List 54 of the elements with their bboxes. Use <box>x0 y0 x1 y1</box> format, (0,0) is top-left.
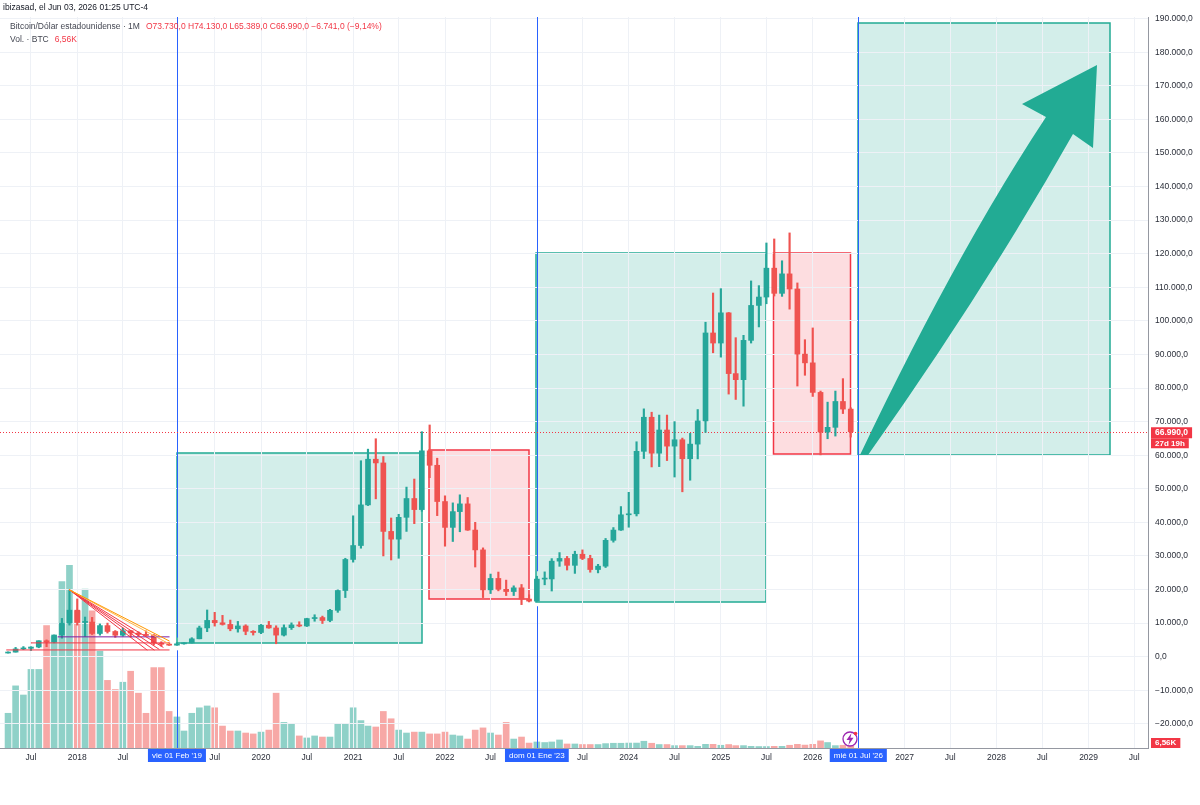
text: Bitcoin/Dólar estadounidense · 1M <box>10 21 140 32</box>
x-tick-label: 2021 <box>343 752 363 763</box>
y-tick-label: 170.000,0 <box>1155 80 1194 91</box>
y-tick-label: 10.000,0 <box>1155 617 1189 628</box>
x-tick-label: Jul <box>1036 752 1048 763</box>
text: ibizasad, el Jun 03, 2026 01:25 UTC-4 <box>3 2 149 13</box>
y-tick-label: 140.000,0 <box>1155 180 1194 191</box>
y-tick-label: 60.000,0 <box>1155 449 1189 460</box>
y-tick-label: 150.000,0 <box>1155 147 1194 158</box>
text: 27d 19h <box>1155 438 1185 448</box>
ref-line-label: vie 01 Feb '19 <box>151 750 203 760</box>
x-tick-label: Jul <box>25 752 37 763</box>
annotation: 6,56K <box>54 33 78 44</box>
y-tick-label: −10.000,0 <box>1155 684 1194 695</box>
text: 6,56K <box>1155 738 1177 748</box>
y-tick-label: 0,0 <box>1155 651 1168 662</box>
y-tick-label: 70.000,0 <box>1155 415 1189 426</box>
y-tick-label: 80.000,0 <box>1155 382 1189 393</box>
y-tick-label: 20.000,0 <box>1155 583 1189 594</box>
x-tick-label: 2024 <box>619 752 639 763</box>
x-tick-label: Jul <box>393 752 405 763</box>
y-tick-label: 40.000,0 <box>1155 516 1189 527</box>
y-tick-label: 180.000,0 <box>1155 46 1194 57</box>
x-tick-label: Jul <box>209 752 221 763</box>
y-tick-label: 50.000,0 <box>1155 483 1189 494</box>
ref-line-label: 66.990,0 <box>1155 427 1189 438</box>
y-tick-label: 120.000,0 <box>1155 248 1194 259</box>
x-tick-label: 2025 <box>711 752 731 763</box>
ref-line-label: dom 01 Ene '23 <box>508 750 566 760</box>
y-tick-label: 110.000,0 <box>1155 281 1193 292</box>
x-tick-label: Jul <box>576 752 588 763</box>
y-tick-label: 130.000,0 <box>1155 214 1194 225</box>
chart-title: Vol. · BTC <box>10 33 49 44</box>
y-tick-label: 30.000,0 <box>1155 550 1189 561</box>
y-tick-label: 160.000,0 <box>1155 113 1194 124</box>
x-tick-label: Jul <box>760 752 772 763</box>
x-tick-label: 2027 <box>895 752 915 763</box>
x-tick-label: 2022 <box>435 752 455 763</box>
y-tick-label: 90.000,0 <box>1155 348 1189 359</box>
x-tick-label: Jul <box>301 752 313 763</box>
y-tick-label: 100.000,0 <box>1155 315 1194 326</box>
y-tick-label: 190.000,0 <box>1155 13 1194 24</box>
x-tick-label: Jul <box>1128 752 1140 763</box>
x-tick-label: 2029 <box>1079 752 1099 763</box>
y-tick-label: −20.000,0 <box>1155 718 1194 729</box>
x-tick-label: 2020 <box>251 752 271 763</box>
x-tick-label: Jul <box>485 752 497 763</box>
x-tick-label: 2028 <box>987 752 1007 763</box>
ref-line-label: mié 01 Jul '26 <box>833 750 884 760</box>
x-tick-label: 2018 <box>67 752 87 763</box>
x-tick-label: Jul <box>669 752 681 763</box>
x-tick-label: 2026 <box>803 752 823 763</box>
x-tick-label: Jul <box>944 752 956 763</box>
x-tick-label: Jul <box>117 752 129 763</box>
